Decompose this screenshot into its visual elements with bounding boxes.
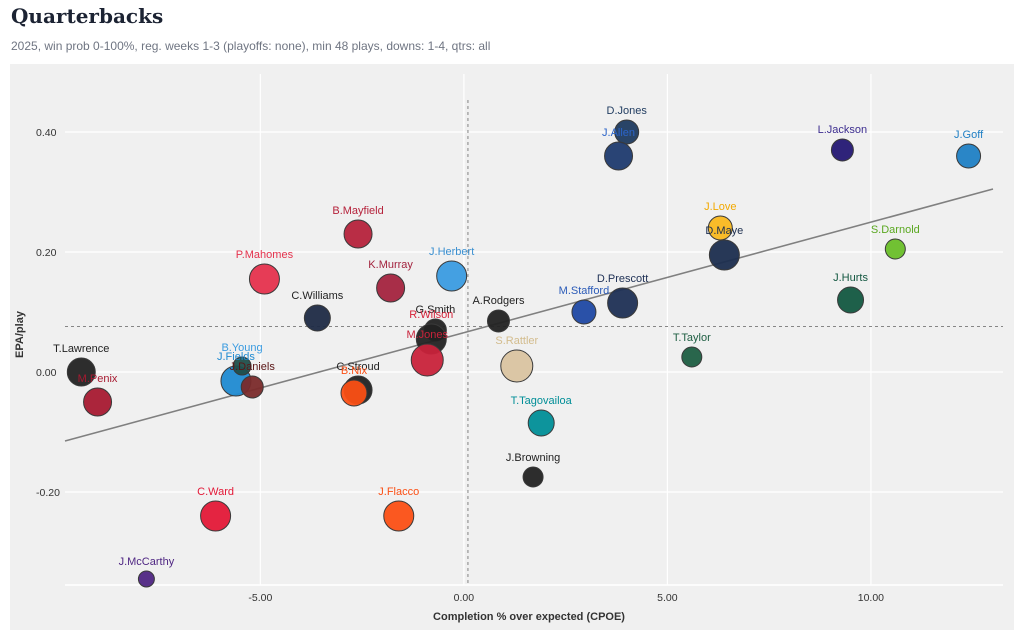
point-label: K.Murray (368, 259, 413, 271)
point-label: S.Rattler (495, 335, 538, 347)
page-subtitle: 2025, win prob 0-100%, reg. weeks 1-3 (p… (11, 39, 491, 53)
y-tick-label: 0.20 (36, 247, 57, 259)
point-label: T.Taylor (673, 332, 711, 344)
points-layer (66, 119, 982, 588)
x-tick-label: 5.00 (657, 592, 678, 604)
point-j-herbert[interactable] (436, 260, 468, 292)
x-axis-title: Completion % over expected (CPOE) (433, 611, 625, 623)
point-label: M.Stafford (559, 285, 610, 297)
point-t-lawrence[interactable] (66, 357, 96, 387)
point-d-prescott[interactable] (607, 287, 639, 319)
point-label: J.Herbert (429, 246, 474, 258)
point-label: M.Jones (406, 329, 448, 341)
point-label: A.Rodgers (472, 295, 524, 307)
point-b-mayfield[interactable] (343, 219, 373, 249)
point-label: L.Jackson (818, 124, 868, 136)
point-j-daniels[interactable] (240, 375, 264, 399)
point-a-rodgers[interactable] (486, 309, 510, 333)
point-m-penix[interactable] (83, 387, 113, 417)
point-t-taylor[interactable] (681, 346, 703, 368)
point-c-ward[interactable] (200, 500, 232, 532)
point-label: B.Young (221, 342, 262, 354)
y-tick-label: 0.40 (36, 127, 57, 139)
trendline (64, 188, 994, 442)
point-label: T.Lawrence (53, 343, 109, 355)
point-m-stafford[interactable] (571, 299, 597, 325)
point-c-williams[interactable] (303, 304, 331, 332)
point-j-hurts[interactable] (837, 286, 865, 314)
tick-labels: -5.00 0.00 5.00 10.00 0.40 0.20 0.00 -0.20 (36, 127, 884, 604)
y-tick-label: -0.20 (36, 487, 60, 499)
point-label: M.Penix (78, 373, 118, 385)
point-s-darnold[interactable] (884, 238, 906, 260)
point-label: J.McCarthy (119, 556, 175, 568)
point-j-allen[interactable] (604, 141, 634, 171)
point-label: J.Fields (217, 351, 255, 363)
point-b-young[interactable] (232, 356, 252, 376)
point-label: B.Nix (341, 365, 368, 377)
point-label: D.Prescott (597, 273, 648, 285)
point-l-jackson[interactable] (830, 138, 854, 162)
point-label: S.Darnold (871, 224, 920, 236)
y-tick-label: 0.00 (36, 367, 57, 379)
point-j-mccarthy[interactable] (137, 570, 155, 588)
point-j-love[interactable] (707, 215, 733, 241)
point-label: J.Daniels (230, 361, 276, 373)
x-tick-label: 10.00 (858, 592, 884, 604)
page-title: Quarterbacks (11, 4, 164, 28)
x-tick-label: 0.00 (454, 592, 475, 604)
trendline-line (64, 188, 994, 442)
point-label: J.Goff (954, 129, 984, 141)
grid (65, 74, 1003, 586)
labels-layer: D.Jones J.Allen L.Jackson J.Goff J.Love D.May… (53, 105, 984, 568)
point-label: J.Browning (506, 452, 560, 464)
point-b-nix[interactable] (340, 379, 368, 407)
point-label: P.Mahomes (236, 249, 294, 261)
point-label: C.Williams (291, 290, 343, 302)
point-label: J.Hurts (833, 272, 868, 284)
point-d-maye[interactable] (708, 239, 740, 271)
point-label: J.Love (704, 201, 736, 213)
point-j-goff[interactable] (956, 143, 982, 169)
point-label: G.Smith (416, 304, 456, 316)
point-label: D.Maye (705, 225, 743, 237)
point-label: B.Mayfield (332, 205, 383, 217)
point-label: T.Tagovailoa (511, 395, 573, 407)
point-d-jones[interactable] (614, 119, 640, 145)
point-label: C.Ward (197, 486, 234, 498)
point-label: C.Stroud (336, 361, 379, 373)
point-m-jones[interactable] (410, 343, 444, 377)
point-label: R.Wilson (409, 309, 453, 321)
x-tick-label: -5.00 (248, 592, 272, 604)
point-t-tagovailoa[interactable] (527, 409, 555, 437)
point-p-mahomes[interactable] (248, 263, 280, 295)
point-k-murray[interactable] (376, 273, 406, 303)
point-label: D.Jones (607, 105, 648, 117)
scatter-chart: D.Jones J.Allen L.Jackson J.Goff J.Love D.May… (14, 74, 1003, 623)
point-label: J.Allen (602, 127, 635, 139)
y-axis-title: EPA/play (14, 310, 26, 358)
point-label: J.Flacco (378, 486, 419, 498)
point-j-flacco[interactable] (383, 500, 415, 532)
point-j-browning[interactable] (522, 466, 544, 488)
point-s-rattler[interactable] (500, 349, 534, 383)
